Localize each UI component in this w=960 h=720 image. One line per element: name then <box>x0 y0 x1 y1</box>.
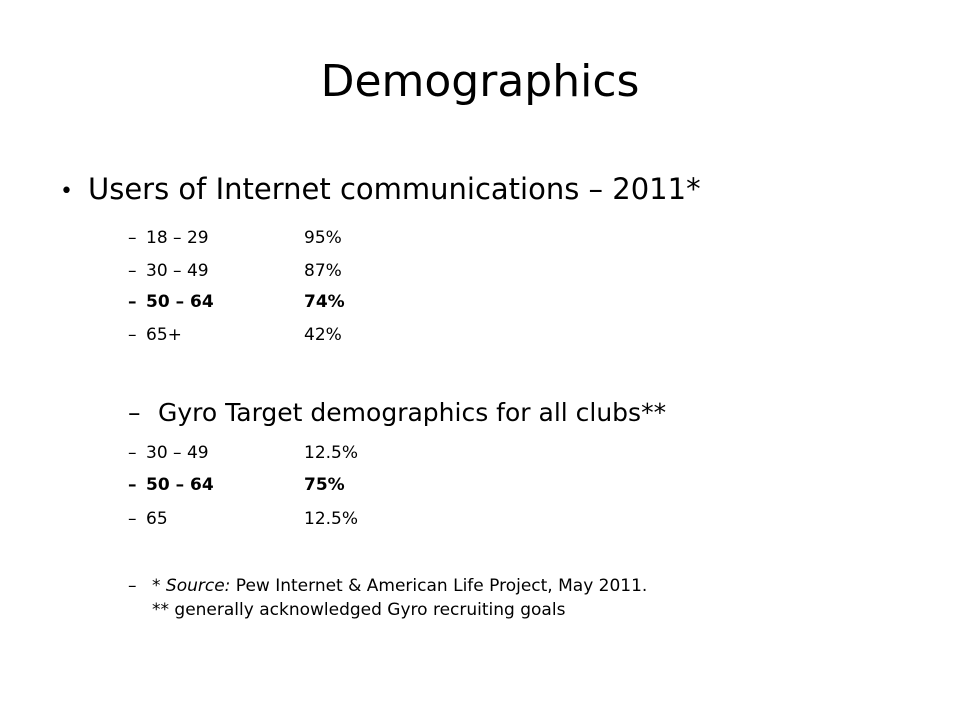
percentage: 42% <box>304 325 342 345</box>
age-range: 50 – 64 <box>146 292 214 312</box>
dash-marker: – <box>128 228 137 248</box>
dash-marker: – <box>128 509 137 529</box>
main-bullet-text: Users of Internet communications – 2011* <box>88 172 701 206</box>
dash-marker: – <box>128 325 137 345</box>
age-range: 65+ <box>146 325 182 345</box>
source-line-1: * Source: Pew Internet & American Life P… <box>152 574 647 598</box>
slide-title: Demographics <box>320 56 640 107</box>
percentage: 74% <box>304 292 345 312</box>
dash-marker: – <box>128 576 137 596</box>
source-prefix: * <box>152 576 166 596</box>
age-range: 30 – 49 <box>146 443 209 463</box>
percentage: 12.5% <box>304 509 359 529</box>
source-text: Pew Internet & American Life Project, Ma… <box>230 576 648 596</box>
percentage: 75% <box>304 475 345 495</box>
dash-marker: – <box>128 398 141 427</box>
dash-marker: – <box>128 261 137 281</box>
gyro-heading-text: Gyro Target demographics for all clubs** <box>158 398 667 427</box>
dash-marker: – <box>128 443 137 463</box>
dash-marker: – <box>128 475 137 495</box>
main-bullet: • Users of Internet communications – 201… <box>60 172 701 206</box>
age-range: 30 – 49 <box>146 261 209 281</box>
source-line-2: ** generally acknowledged Gyro recruitin… <box>152 600 566 620</box>
dash-marker: – <box>128 292 137 312</box>
percentage: 95% <box>304 228 342 248</box>
percentage: 12.5% <box>304 443 359 463</box>
source-label: Source: <box>165 576 231 596</box>
age-range: 50 – 64 <box>146 475 214 495</box>
age-range: 65 <box>146 509 168 529</box>
source-lines: * Source: Pew Internet & American Life P… <box>152 574 647 622</box>
age-range: 18 – 29 <box>146 228 209 248</box>
bullet-dot-icon: • <box>60 179 73 204</box>
percentage: 87% <box>304 261 342 281</box>
